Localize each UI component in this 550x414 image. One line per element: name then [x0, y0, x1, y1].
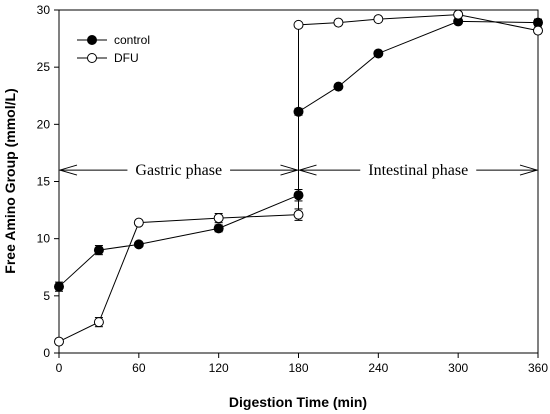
y-tick-label: 30 [37, 3, 51, 17]
y-tick-label: 10 [37, 232, 51, 246]
data-point-control [54, 281, 64, 292]
x-tick-label: 180 [288, 361, 308, 375]
data-point-dfu [333, 17, 344, 28]
y-tick-label: 20 [37, 117, 51, 131]
series-line-dfu [58, 14, 539, 343]
phase-arrow-head [280, 164, 300, 176]
legend: control DFU [77, 33, 150, 65]
y-axis-title: Free Amino Group (mmol/L) [2, 88, 18, 273]
y-tick-label: 0 [43, 346, 50, 360]
data-point-control [373, 48, 384, 59]
x-tick-label: 300 [448, 361, 468, 375]
data-point-dfu [133, 217, 144, 228]
x-tick-label: 240 [368, 361, 388, 375]
y-tick-label: 15 [37, 175, 51, 189]
data-point-dfu [293, 209, 304, 220]
data-point-dfu [533, 25, 543, 36]
phase-arrow-head [58, 164, 78, 176]
data-point-dfu [373, 14, 384, 25]
legend-label-dfu: DFU [114, 51, 139, 65]
data-point-control [213, 223, 224, 234]
legend-marker-dfu [87, 53, 97, 63]
data-point-control [93, 245, 104, 256]
x-tick-label: 60 [132, 361, 146, 375]
data-point-dfu [453, 9, 464, 20]
plot-area: 0 60 120 180 240 300 360 0 5 10 15 20 25 30 Gastric ph… [37, 3, 549, 375]
x-tick-label: 120 [209, 361, 229, 375]
x-tick-label: 0 [56, 361, 63, 375]
phase-arrow-head [297, 164, 317, 176]
data-point-dfu [293, 19, 304, 30]
legend-label-control: control [114, 33, 150, 47]
y-tick-label: 25 [37, 60, 51, 74]
data-point-control [133, 239, 144, 250]
data-point-dfu [213, 213, 224, 224]
intestinal-phase-label: Intestinal phase [368, 162, 468, 179]
y-tick-label: 5 [43, 289, 50, 303]
x-tick-label: 360 [528, 361, 548, 375]
gastric-phase-label: Gastric phase [135, 162, 222, 179]
legend-marker-control [87, 35, 97, 45]
data-point-dfu [93, 317, 104, 328]
phase-arrow-head [519, 164, 539, 176]
data-point-control [333, 81, 344, 92]
x-axis-title: Digestion Time (min) [229, 394, 367, 410]
data-point-dfu [54, 336, 64, 347]
